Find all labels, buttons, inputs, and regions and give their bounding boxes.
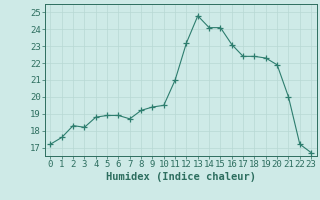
X-axis label: Humidex (Indice chaleur): Humidex (Indice chaleur) <box>106 172 256 182</box>
